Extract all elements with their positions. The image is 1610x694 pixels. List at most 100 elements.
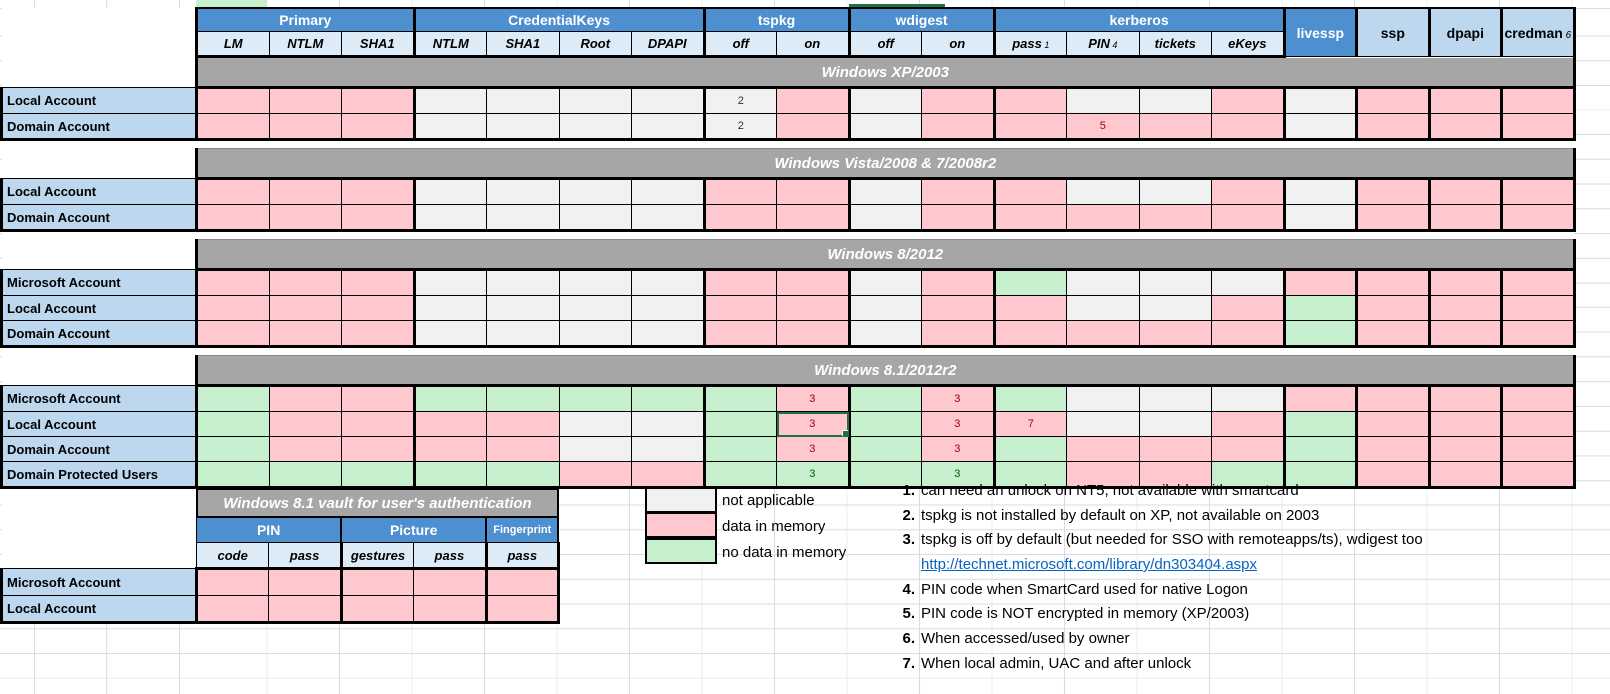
matrix-cell[interactable] — [776, 295, 851, 321]
matrix-cell[interactable] — [1066, 87, 1140, 114]
matrix-cell[interactable] — [848, 436, 923, 462]
vault-cell[interactable] — [413, 595, 488, 624]
matrix-cell[interactable] — [631, 269, 706, 296]
matrix-cell[interactable] — [776, 269, 851, 296]
row-label-domain-account[interactable]: Domain Account — [0, 320, 198, 348]
matrix-cell[interactable] — [703, 269, 778, 296]
vault-cell[interactable] — [195, 595, 270, 624]
matrix-cell[interactable] — [1428, 320, 1504, 348]
matrix-cell[interactable] — [848, 461, 923, 489]
column-subheader-SHA1[interactable]: SHA1 — [486, 31, 560, 58]
column-subheader-pass[interactable]: pass 1 — [993, 31, 1068, 58]
matrix-cell[interactable] — [341, 320, 416, 348]
matrix-cell[interactable] — [631, 113, 706, 141]
matrix-cell[interactable] — [776, 113, 851, 141]
matrix-cell[interactable] — [413, 385, 488, 412]
matrix-cell[interactable] — [776, 320, 851, 348]
column-group-header-credman[interactable]: credman 6 — [1501, 7, 1576, 57]
matrix-cell[interactable] — [268, 295, 342, 321]
matrix-cell[interactable] — [268, 385, 342, 412]
matrix-cell[interactable] — [486, 269, 560, 296]
selected-cell[interactable]: 3 — [776, 411, 851, 437]
matrix-cell[interactable]: 3 — [776, 436, 851, 462]
matrix-cell[interactable] — [486, 204, 560, 232]
matrix-cell[interactable] — [486, 87, 560, 114]
column-subheader-DPAPI[interactable]: DPAPI — [631, 31, 706, 58]
matrix-cell[interactable] — [1428, 269, 1504, 296]
matrix-cell[interactable] — [703, 204, 778, 232]
row-label-domain-account[interactable]: Domain Account — [0, 113, 198, 141]
matrix-cell[interactable] — [921, 320, 996, 348]
matrix-cell[interactable] — [848, 113, 923, 141]
column-subheader-LM[interactable]: LM — [196, 31, 270, 58]
matrix-cell[interactable] — [1428, 113, 1504, 141]
vault-group-header-picture[interactable]: Picture — [340, 516, 488, 543]
matrix-cell[interactable] — [848, 385, 923, 412]
matrix-cell[interactable] — [486, 320, 560, 348]
matrix-cell[interactable] — [1138, 461, 1213, 489]
matrix-cell[interactable] — [196, 385, 270, 412]
column-subheader-eKeys[interactable]: eKeys — [1211, 31, 1286, 58]
column-group-header-kerberos[interactable]: kerberos — [993, 7, 1286, 32]
matrix-cell[interactable] — [558, 204, 633, 232]
matrix-cell[interactable] — [558, 320, 633, 348]
vault-cell[interactable] — [340, 568, 415, 596]
column-subheader-Root[interactable]: Root — [558, 31, 633, 58]
column-subheader-on[interactable]: on — [776, 31, 851, 58]
matrix-cell[interactable] — [776, 87, 851, 114]
matrix-cell[interactable] — [558, 411, 633, 437]
matrix-cell[interactable] — [1501, 411, 1576, 437]
column-subheader-on[interactable]: on — [921, 31, 996, 58]
column-group-header-wdigest[interactable]: wdigest — [848, 7, 996, 32]
matrix-cell[interactable] — [631, 178, 706, 205]
matrix-cell[interactable] — [196, 411, 270, 437]
matrix-cell[interactable] — [413, 113, 488, 141]
matrix-cell[interactable]: 3 — [921, 461, 996, 489]
matrix-cell[interactable] — [848, 87, 923, 114]
matrix-cell[interactable] — [1283, 204, 1359, 232]
matrix-cell[interactable] — [341, 411, 416, 437]
matrix-cell[interactable] — [413, 461, 488, 489]
matrix-cell[interactable] — [921, 113, 996, 141]
row-label-local-account[interactable]: Local Account — [0, 411, 198, 437]
matrix-cell[interactable] — [341, 204, 416, 232]
matrix-cell[interactable] — [1501, 178, 1576, 205]
matrix-cell[interactable] — [993, 295, 1068, 321]
matrix-cell[interactable] — [196, 204, 270, 232]
column-group-header-dpapi[interactable]: dpapi — [1428, 7, 1504, 57]
matrix-cell[interactable] — [196, 269, 270, 296]
matrix-cell[interactable] — [486, 178, 560, 205]
matrix-cell[interactable] — [268, 113, 342, 141]
matrix-cell[interactable] — [848, 411, 923, 437]
matrix-cell[interactable] — [196, 295, 270, 321]
matrix-cell[interactable] — [558, 436, 633, 462]
matrix-cell[interactable] — [1428, 87, 1504, 114]
column-group-header-tspkg[interactable]: tspkg — [703, 7, 851, 32]
matrix-cell[interactable] — [993, 269, 1068, 296]
matrix-cell[interactable] — [1501, 320, 1576, 348]
matrix-cell[interactable] — [1066, 269, 1140, 296]
matrix-cell[interactable] — [1356, 411, 1431, 437]
column-subheader-off[interactable]: off — [703, 31, 778, 58]
matrix-cell[interactable] — [486, 461, 560, 489]
matrix-cell[interactable] — [558, 385, 633, 412]
matrix-cell[interactable] — [1283, 295, 1359, 321]
vault-cell[interactable] — [340, 595, 415, 624]
matrix-cell[interactable] — [1066, 411, 1140, 437]
vault-subheader-code[interactable]: code — [195, 542, 270, 570]
matrix-cell[interactable] — [631, 87, 706, 114]
row-label-microsoft-account[interactable]: Microsoft Account — [0, 269, 198, 296]
vault-subheader-pass[interactable]: pass — [413, 542, 488, 570]
matrix-cell[interactable] — [993, 87, 1068, 114]
vault-cell[interactable] — [413, 568, 488, 596]
matrix-cell[interactable] — [1066, 178, 1140, 205]
matrix-cell[interactable] — [848, 320, 923, 348]
matrix-cell[interactable] — [486, 436, 560, 462]
matrix-cell[interactable] — [341, 113, 416, 141]
row-label-microsoft-account[interactable]: Microsoft Account — [0, 385, 198, 412]
matrix-cell[interactable] — [1428, 178, 1504, 205]
matrix-cell[interactable]: 3 — [921, 436, 996, 462]
matrix-cell[interactable] — [486, 411, 560, 437]
matrix-cell[interactable] — [196, 461, 270, 489]
matrix-cell[interactable] — [1283, 113, 1359, 141]
